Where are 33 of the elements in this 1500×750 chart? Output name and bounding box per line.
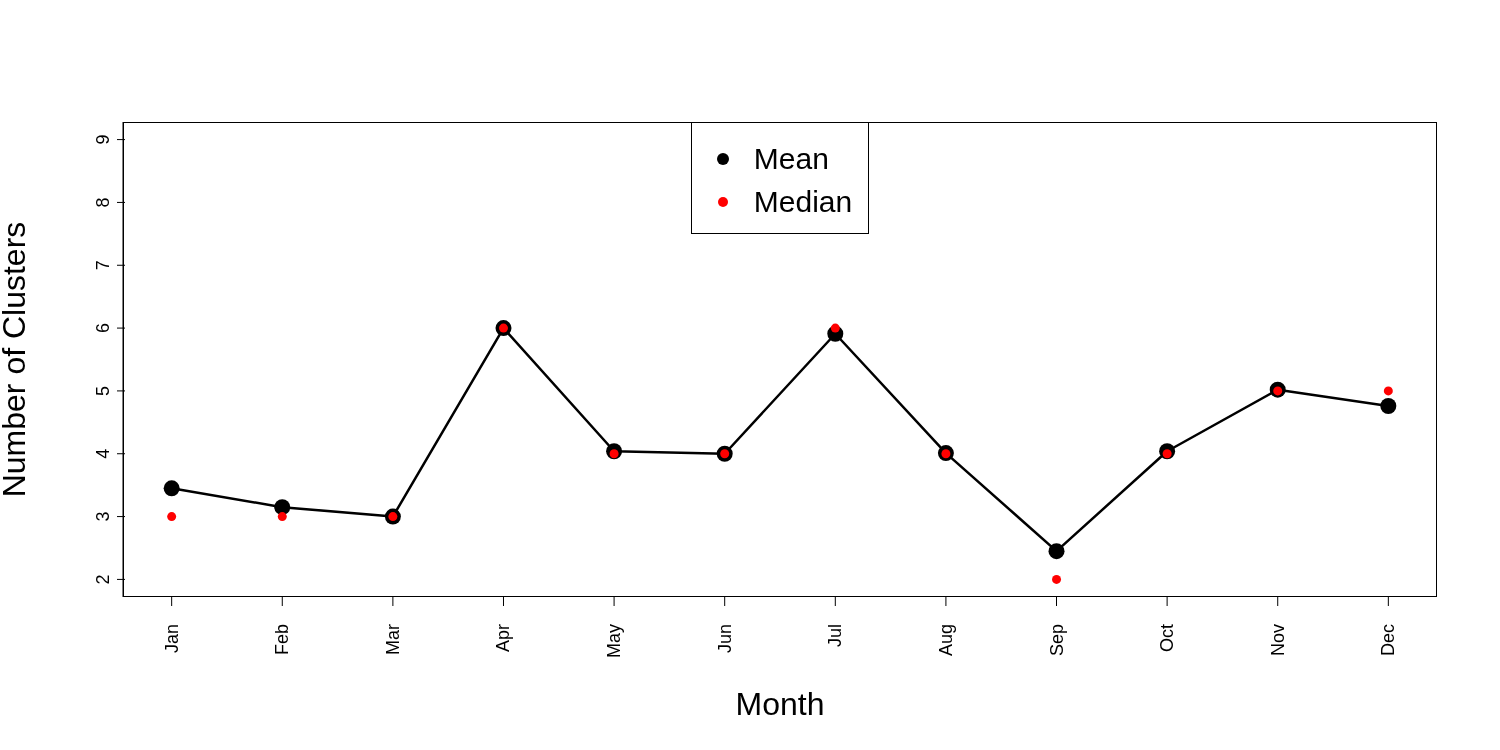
x-tick-label: May [604, 624, 625, 659]
legend-label: Median [753, 184, 853, 219]
point [830, 323, 840, 333]
x-tick-label: Mar [382, 624, 403, 655]
point [274, 499, 291, 516]
x-tick-label: Oct [1157, 624, 1178, 653]
point [277, 512, 287, 522]
point [1052, 574, 1062, 584]
x-tick-label: Nov [1267, 624, 1288, 657]
x-tick-label: Dec [1378, 624, 1399, 657]
y-tick-label: 6 [93, 323, 113, 334]
y-tick-label: 2 [93, 574, 113, 585]
point [1048, 543, 1065, 560]
point [167, 512, 177, 522]
x-tick-label: Jul [825, 624, 846, 648]
x-tick-label: Aug [935, 624, 956, 657]
legend-label: Mean [753, 141, 829, 176]
x-axis-title: Month [735, 686, 825, 722]
x-tick-label: Jun [714, 624, 735, 654]
y-tick-label: 7 [93, 260, 113, 271]
y-tick-label: 9 [93, 134, 113, 145]
point [163, 480, 180, 497]
y-tick-label: 4 [93, 448, 113, 459]
y-tick-label: 8 [93, 197, 113, 208]
y-axis-title: Number of Clusters [0, 221, 33, 498]
y-tick-label: 5 [93, 385, 113, 396]
point [1383, 386, 1393, 396]
x-tick-label: Feb [272, 624, 293, 656]
x-tick-label: Apr [493, 624, 514, 653]
point [1380, 398, 1397, 414]
x-tick-label: Jan [161, 624, 182, 654]
y-tick-label: 3 [93, 511, 113, 522]
x-tick-label: Sep [1046, 624, 1067, 657]
